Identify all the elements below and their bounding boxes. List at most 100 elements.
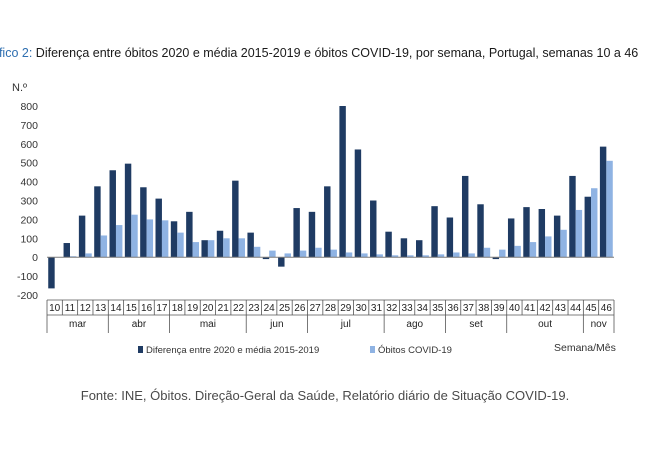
bar-difference [324,186,331,258]
x-tick-label: 20 [202,303,214,314]
y-tick-label: 400 [20,177,38,189]
bar-difference [293,208,300,258]
bar-covid-deaths [514,245,521,258]
bar-difference [124,163,132,258]
bar-covid-deaths [207,240,215,258]
source-note: Fonte: INE, Óbitos. Direção-Geral da Saú… [80,388,570,403]
month-label: nov [591,319,607,330]
x-tick-label: 18 [172,303,184,314]
bar-covid-deaths [376,254,383,258]
bar-covid-deaths [223,238,230,258]
bar-difference [339,106,346,258]
bar-covid-deaths [100,235,108,258]
bar-covid-deaths [253,246,261,258]
x-tick-label: 43 [555,303,567,314]
x-tick-label: 41 [524,303,536,314]
bar-difference [477,204,484,258]
chart-title: áfico 2: Diferença entre óbitos 2020 e m… [0,46,650,64]
bar-covid-deaths [315,247,322,258]
bar-covid-deaths [483,247,491,258]
x-tick-label: 11 [65,303,76,314]
bar-difference [278,257,285,267]
bar-covid-deaths [192,242,200,258]
month-label: ago [406,319,423,330]
bar-difference [569,175,576,258]
y-tick-label: 300 [20,196,38,208]
bar-difference [523,207,530,258]
bar-difference [78,215,86,258]
bar-covid-deaths [299,250,307,258]
x-tick-label: 36 [448,303,460,314]
bar-difference [431,206,438,258]
bar-covid-deaths [330,249,337,258]
bar-covid-deaths [422,255,429,258]
x-tick-label: 46 [601,303,613,314]
x-tick-label: 40 [509,303,521,314]
bar-difference [216,230,224,258]
y-tick-label: 800 [20,101,38,113]
bar-difference [370,200,377,258]
bar-covid-deaths [545,236,552,258]
bar-difference [201,240,208,258]
bar-covid-deaths [345,252,353,258]
x-tick-label: 35 [432,303,444,314]
x-tick-label: 16 [141,303,153,314]
y-tick-label: 600 [20,139,38,151]
bar-covid-deaths [560,229,567,258]
bar-covid-deaths [85,253,92,258]
bar-difference [385,231,392,258]
bar-covid-deaths [115,225,123,258]
bar-difference [538,209,546,258]
legend-swatch-difference [138,346,143,353]
x-tick-label: 10 [49,303,61,314]
bar-difference [599,146,607,258]
y-tick-label: -100 [17,271,38,283]
bar-covid-deaths [146,219,154,258]
bar-difference [553,215,561,258]
bar-difference [400,238,408,258]
bar-difference [140,187,147,258]
bar-covid-deaths [238,238,245,258]
bar-covid-deaths [177,232,184,258]
x-tick-label: 27 [310,303,322,314]
bar-difference [186,211,193,258]
x-tick-label: 31 [371,303,383,314]
x-tick-label: 21 [218,303,230,314]
x-tick-label: 34 [417,303,429,314]
bar-difference [354,149,362,258]
bar-difference [109,170,116,258]
x-tick-label: 42 [539,303,551,314]
x-tick-label: 14 [110,303,122,314]
bar-chart: N.º -200 -100 0 100 200 300 400 500 600 700 800 10 11… [12,82,616,356]
month-label: out [538,319,552,330]
month-label: mar [69,319,87,330]
x-tick-label: 38 [478,303,490,314]
y-axis-title: N.º [12,82,27,94]
bar-covid-deaths [131,214,138,258]
x-axis-title: Semana/Mês [554,342,616,354]
chart-title-text: Diferença entre óbitos 2020 e média 2015… [32,46,639,60]
x-tick-label: 19 [187,303,199,314]
bar-difference [170,221,178,258]
legend-swatch-covid-deaths [370,346,375,353]
bar-covid-deaths [437,254,445,258]
x-tick-label: 12 [80,303,92,314]
x-tick-label: 24 [264,303,276,314]
bar-covid-deaths [453,252,460,258]
x-tick-label: 13 [95,303,107,314]
bar-covid-deaths [284,253,291,258]
bar-difference [94,186,101,258]
bar-difference [247,232,254,258]
x-tick-label: 26 [294,303,306,314]
bar-difference [232,180,239,258]
bar-difference [262,257,270,260]
legend-label-difference: Diferença entre 2020 e média 2015-2019 [146,345,319,356]
x-tick-label: 28 [325,303,337,314]
bar-difference [48,257,55,289]
x-tick-label: 29 [340,303,352,314]
y-tick-label: -200 [17,290,38,302]
bar-difference [446,217,454,258]
x-tick-label: 33 [402,303,414,314]
bar-covid-deaths [499,249,506,258]
month-label: mai [200,319,216,330]
